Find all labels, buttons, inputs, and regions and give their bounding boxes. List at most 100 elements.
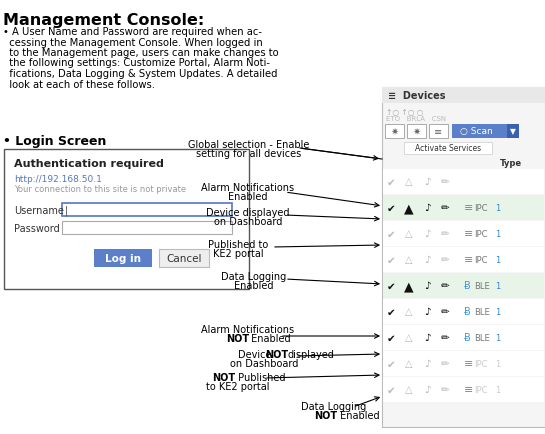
Text: △: △ [405, 229, 413, 239]
Text: ✔: ✔ [386, 255, 395, 265]
Text: ≡: ≡ [464, 385, 474, 395]
Text: Device displayed: Device displayed [206, 207, 290, 217]
Text: Password: Password [14, 224, 60, 233]
Text: NOT: NOT [212, 372, 235, 382]
FancyBboxPatch shape [385, 125, 404, 139]
Text: ETO   BRLA   CSN: ETO BRLA CSN [386, 116, 446, 122]
FancyBboxPatch shape [383, 377, 544, 402]
Text: Enabled: Enabled [248, 333, 290, 343]
Text: ✔: ✔ [386, 358, 395, 368]
Text: ≡: ≡ [464, 358, 474, 368]
Text: ✔: ✔ [386, 203, 395, 213]
Text: IPC: IPC [474, 359, 487, 368]
Text: ✷: ✷ [413, 127, 421, 137]
FancyBboxPatch shape [383, 221, 544, 247]
FancyBboxPatch shape [62, 204, 232, 217]
FancyBboxPatch shape [94, 250, 152, 267]
Text: Ƀ: Ƀ [464, 307, 471, 317]
Text: the following settings: Customize Portal, Alarm Noti-: the following settings: Customize Portal… [3, 58, 270, 68]
Text: ≡: ≡ [464, 229, 474, 239]
Text: Ƀ: Ƀ [464, 281, 471, 291]
Text: setting for all devices: setting for all devices [196, 149, 301, 159]
Text: BLE: BLE [474, 333, 490, 342]
Text: ♪: ♪ [423, 177, 431, 187]
FancyBboxPatch shape [383, 351, 544, 376]
Text: ↑○ ↑○ ○: ↑○ ↑○ ○ [386, 108, 423, 117]
Text: Published: Published [235, 372, 286, 382]
Text: Ƀ: Ƀ [464, 333, 471, 343]
Text: IPC: IPC [474, 385, 487, 394]
Text: to the Management page, users can make changes to: to the Management page, users can make c… [3, 48, 278, 58]
Text: NOT: NOT [226, 333, 249, 343]
Text: ♪: ♪ [423, 307, 431, 317]
Text: 1: 1 [495, 307, 500, 316]
FancyBboxPatch shape [429, 125, 448, 139]
Text: ♪: ♪ [423, 385, 431, 395]
FancyBboxPatch shape [452, 125, 507, 139]
Text: IPC: IPC [474, 256, 487, 264]
Text: ✏: ✏ [440, 281, 450, 291]
Text: Alarm Notifications: Alarm Notifications [202, 183, 294, 193]
Text: △: △ [405, 177, 413, 187]
Text: △: △ [405, 333, 413, 343]
Text: • A User Name and Password are required when ac-: • A User Name and Password are required … [3, 27, 262, 37]
Text: Alarm Notifications: Alarm Notifications [202, 324, 294, 334]
Text: on Dashboard: on Dashboard [230, 358, 298, 368]
Text: Data Logging: Data Logging [221, 271, 287, 281]
FancyBboxPatch shape [404, 143, 492, 155]
Text: KE2 portal: KE2 portal [213, 248, 263, 258]
Text: Log in: Log in [105, 253, 141, 263]
Text: △: △ [405, 307, 413, 317]
Text: 1: 1 [495, 281, 500, 290]
FancyBboxPatch shape [383, 273, 544, 298]
Text: ▼: ▼ [510, 127, 516, 136]
Text: ✏: ✏ [440, 385, 450, 395]
Text: 1: 1 [495, 230, 500, 238]
Text: ♪: ♪ [423, 333, 431, 343]
FancyBboxPatch shape [383, 299, 544, 324]
Text: Authentication required: Authentication required [14, 159, 164, 169]
Text: ♪: ♪ [423, 229, 431, 239]
Text: △: △ [405, 255, 413, 265]
Text: Published to: Published to [208, 240, 268, 250]
Text: Device: Device [238, 349, 275, 359]
Text: ≡: ≡ [434, 127, 443, 137]
Text: ✔: ✔ [386, 333, 395, 343]
Text: ▲: ▲ [404, 279, 414, 293]
Text: NOT: NOT [265, 349, 288, 359]
Text: on Dashboard: on Dashboard [214, 217, 282, 227]
Text: NOT: NOT [314, 410, 337, 420]
Text: BLE: BLE [474, 307, 490, 316]
Text: ≡: ≡ [464, 255, 474, 265]
Text: cessing the Management Console. When logged in: cessing the Management Console. When log… [3, 37, 263, 47]
Text: ♪: ♪ [423, 281, 431, 291]
Text: Username: Username [14, 206, 64, 216]
Text: displayed: displayed [287, 349, 334, 359]
Text: look at each of these follows.: look at each of these follows. [3, 79, 155, 89]
Text: http://192.168.50.1: http://192.168.50.1 [14, 174, 102, 184]
Text: ✔: ✔ [386, 385, 395, 395]
Text: 1: 1 [495, 359, 500, 368]
Text: △: △ [405, 358, 413, 368]
Text: ✏: ✏ [440, 255, 450, 265]
Text: Enabled: Enabled [234, 280, 274, 290]
Text: 1: 1 [495, 256, 500, 264]
FancyBboxPatch shape [383, 247, 544, 273]
Text: Activate Services: Activate Services [415, 144, 481, 153]
Text: ✏: ✏ [440, 307, 450, 317]
Text: 1: 1 [495, 385, 500, 394]
FancyBboxPatch shape [382, 88, 545, 104]
Text: ▲: ▲ [404, 201, 414, 214]
Text: ♪: ♪ [423, 203, 431, 213]
Text: |: | [65, 206, 68, 216]
Text: ✔: ✔ [386, 307, 395, 317]
Text: Enabled: Enabled [337, 410, 380, 420]
Text: 1: 1 [495, 333, 500, 342]
Text: Enabled: Enabled [228, 191, 268, 201]
Text: ✷: ✷ [390, 127, 398, 137]
FancyBboxPatch shape [407, 125, 426, 139]
FancyBboxPatch shape [4, 150, 249, 289]
Text: △: △ [405, 385, 413, 395]
FancyBboxPatch shape [383, 196, 544, 220]
Text: ≡: ≡ [464, 203, 474, 213]
